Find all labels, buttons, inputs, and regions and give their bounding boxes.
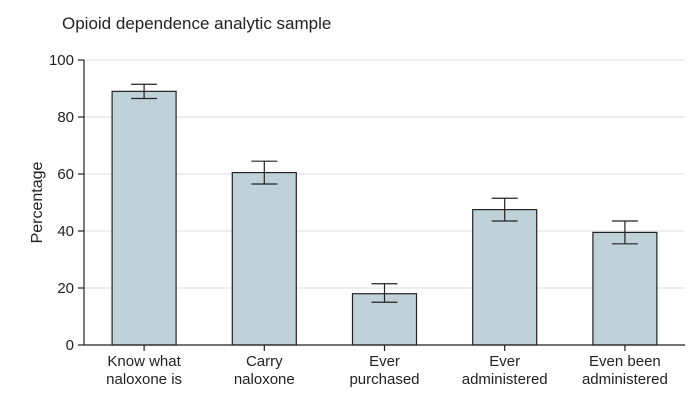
y-tick-label: 80 [57, 109, 74, 126]
x-category-label: Ever [369, 353, 400, 370]
x-category-label: Carry [246, 353, 283, 370]
bar [111, 90, 177, 346]
x-category-label: administered [582, 371, 668, 388]
x-category-label: naloxone [234, 371, 295, 388]
x-category-label: administered [462, 371, 548, 388]
axes [78, 59, 685, 351]
y-tick-label: 40 [57, 223, 74, 240]
bars [111, 83, 658, 346]
x-category-label: Know what [107, 353, 181, 370]
chart-title: Opioid dependence analytic sample [62, 14, 332, 33]
bar [231, 171, 297, 346]
x-category-label: Even been [589, 353, 661, 370]
x-category-label: Ever [489, 353, 520, 370]
bar [472, 209, 538, 346]
y-axis-label: Percentage [29, 161, 46, 243]
x-category-label: purchased [349, 371, 419, 388]
y-tick-label: 20 [57, 280, 74, 297]
bar [592, 231, 658, 346]
y-tick-label: 100 [49, 52, 74, 69]
y-tick-label: 0 [66, 337, 74, 354]
x-category-label: naloxone is [106, 371, 182, 388]
y-tick-label: 60 [57, 166, 74, 183]
